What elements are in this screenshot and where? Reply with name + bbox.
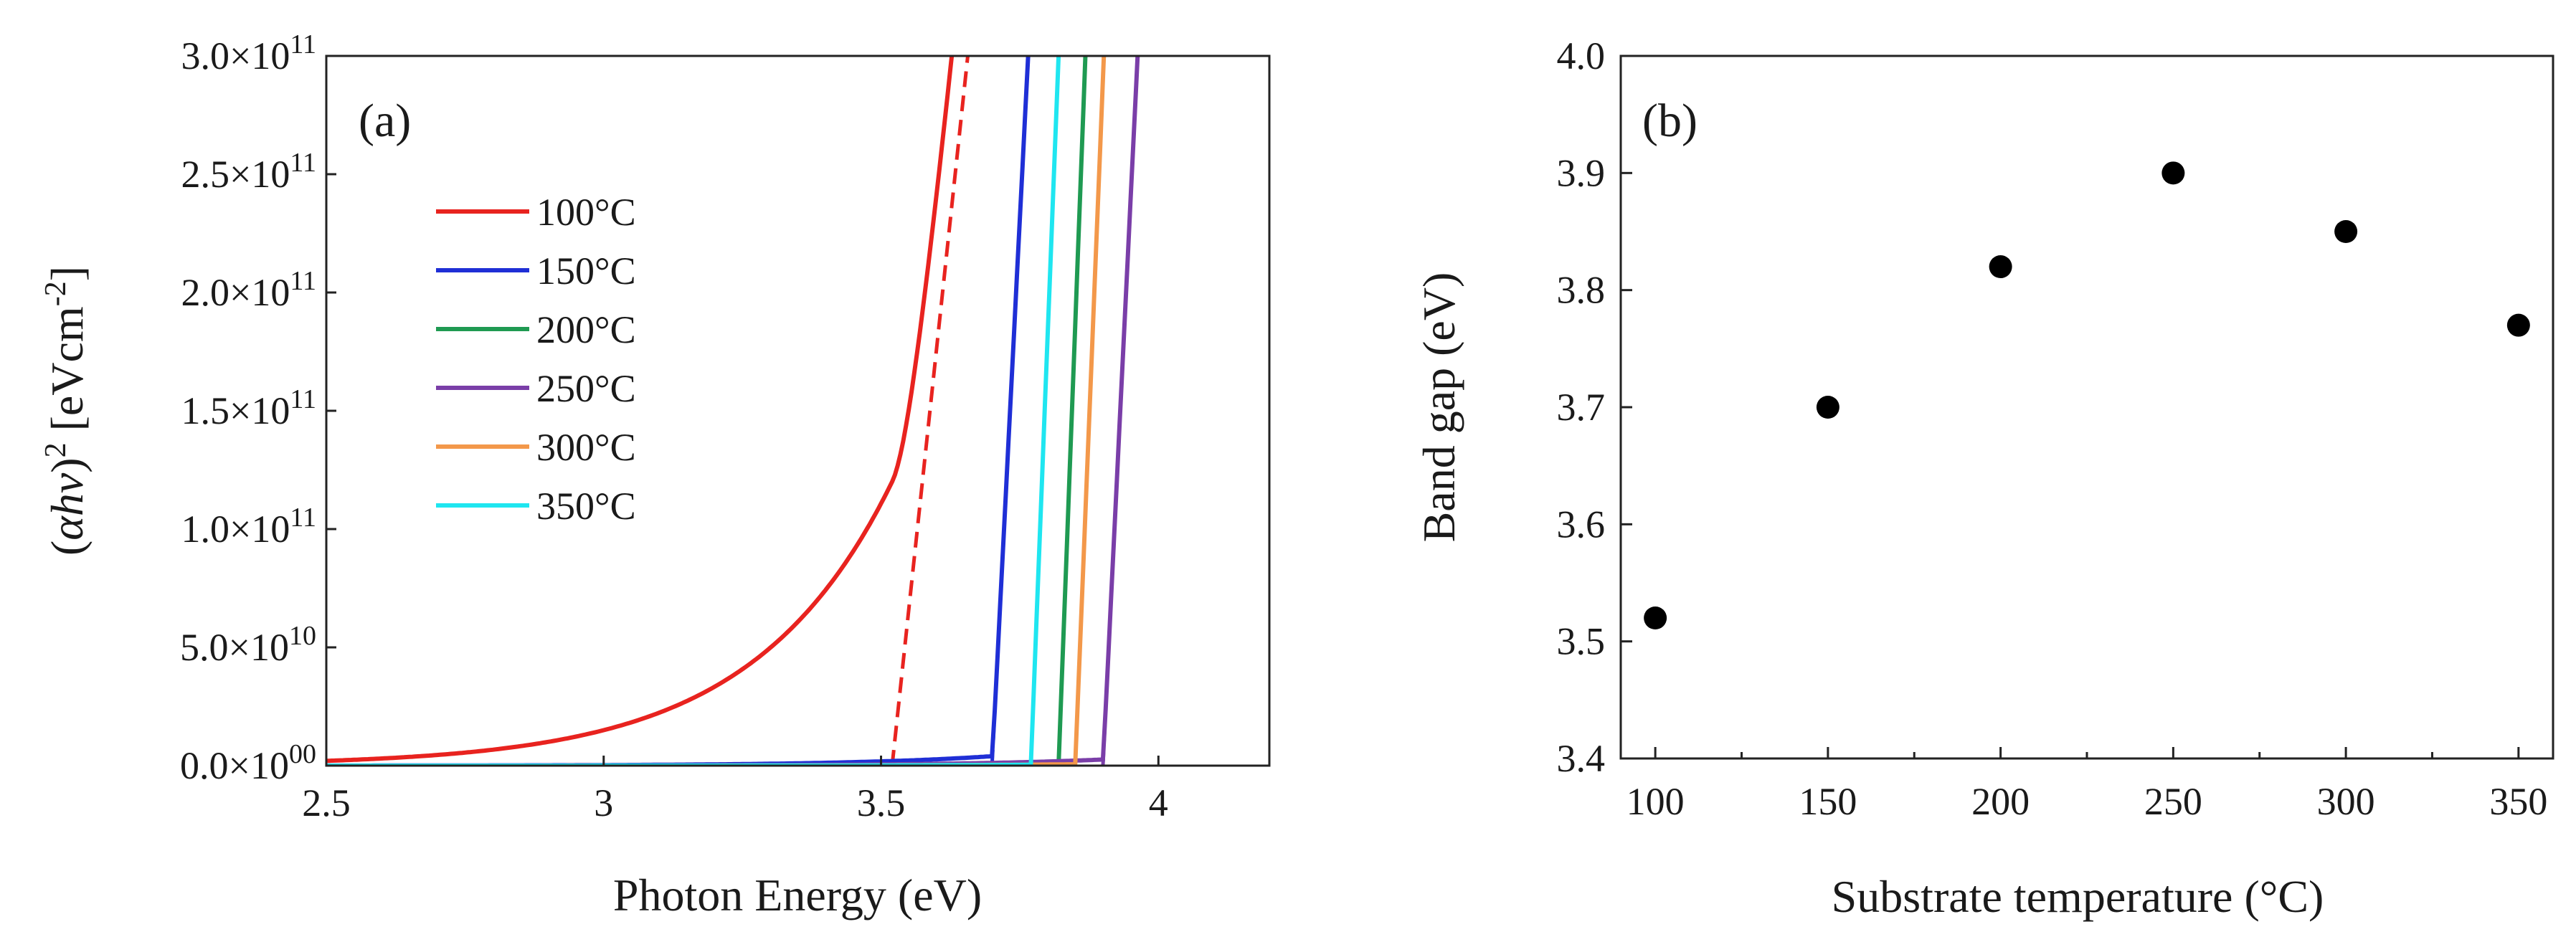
curve-100c xyxy=(326,56,955,763)
panel-b-x-axis-label: Substrate temperature (°C) xyxy=(1832,871,2324,922)
panel-a-x-axis-label: Photon Energy (eV) xyxy=(613,870,982,920)
legend-label: 300°C xyxy=(536,426,636,469)
panel-b-y-tick-label: 3.7 xyxy=(1557,386,1606,429)
panel-a-x-tick-label: 3 xyxy=(594,781,613,824)
curve-350c xyxy=(326,56,1061,766)
panel-b-x-tick-label: 200 xyxy=(1971,780,2030,823)
y-label-square-exponent: 2 xyxy=(39,442,72,457)
panel-b-y-tick-label: 3.8 xyxy=(1557,269,1606,312)
panel-b-label: (b) xyxy=(1642,95,1697,147)
tangent-150c xyxy=(990,56,1031,766)
panel-b-y-tick-label: 4.0 xyxy=(1557,34,1606,77)
curve-300c xyxy=(326,56,1107,766)
panel-a-x-tick-label: 3.5 xyxy=(857,781,906,824)
y-label-close-paren: ) xyxy=(42,457,93,472)
panel-a-y-tick-label: 2.0×1011 xyxy=(181,266,316,314)
panel-a-curves xyxy=(326,56,1140,766)
panel-a-label: (a) xyxy=(359,95,411,147)
panel-b-frame xyxy=(1619,54,2554,760)
panel-a-y-tick-label: 2.5×1011 xyxy=(181,148,316,196)
legend-label: 200°C xyxy=(536,308,636,351)
panel-b-y-tick-label: 3.5 xyxy=(1557,620,1606,663)
tangent-200c xyxy=(1056,56,1087,766)
panel-b-x-tick-label: 300 xyxy=(2317,780,2375,823)
panel-a-y-tick-label: 5.0×1010 xyxy=(180,621,316,669)
legend-label: 150°C xyxy=(536,249,636,292)
panel-b-y-tick-label: 3.6 xyxy=(1557,503,1606,546)
panel-b-x-tick-label: 100 xyxy=(1626,780,1685,823)
band-gap-point xyxy=(2334,220,2358,243)
band-gap-point xyxy=(1644,606,1667,629)
panel-a-axes: 2.5 3 3.5 4 0.0×1000 5.0×1010 1.0×1011 1.5×1011… xyxy=(180,29,1168,824)
legend-label: 250°C xyxy=(536,367,636,410)
panel-a-y-tick-label: 0.0×1000 xyxy=(180,739,316,787)
panel-b-x-tick-label: 250 xyxy=(2144,780,2202,823)
panel-a-x-tick-label: 2.5 xyxy=(302,781,351,824)
panel-b-y-axis-label: Band gap (eV) xyxy=(1414,272,1464,543)
tangent-350c xyxy=(1028,56,1061,766)
panel-b-band-gap-plot: 100 150 200 250 300 3503.43.53.63.73.83.94.0 … xyxy=(1414,34,2554,922)
panel-a-y-axis-label: (αhν)2 [eVcm-2] xyxy=(39,266,93,556)
y-label-alpha-h-nu: αhν xyxy=(42,472,93,541)
panel-b-points xyxy=(1644,161,2530,629)
legend-label: 350°C xyxy=(536,485,636,528)
panel-b-x-tick-label: 350 xyxy=(2489,780,2547,823)
tangent-250c xyxy=(1101,56,1140,766)
y-label-open-paren: ( xyxy=(42,541,93,556)
band-gap-point xyxy=(2161,161,2185,185)
panel-b-y-tick-label: 3.9 xyxy=(1557,151,1606,194)
legend-label: 100°C xyxy=(536,191,636,234)
panel-a-y-tick-label: 1.5×1011 xyxy=(181,384,316,432)
panel-b-axes: 100 150 200 250 300 350 3.4 3.5 3.6 3.7 3.8 3.9 4.0 xyxy=(1557,34,2548,823)
panel-a-frame xyxy=(325,54,1271,767)
band-gap-point xyxy=(2506,313,2530,337)
y-label-units: [eVcm xyxy=(42,306,93,442)
panel-a-x-tick-label: 4 xyxy=(1149,781,1168,824)
band-gap-point xyxy=(1989,255,2012,278)
y-label-close-bracket: ] xyxy=(42,266,93,281)
panel-a-y-tick-label: 3.0×1011 xyxy=(181,29,316,77)
curve-250c xyxy=(326,56,1140,766)
panel-b-y-tick-label: 3.4 xyxy=(1557,737,1606,780)
panel-b-x-tick-label: 150 xyxy=(1799,780,1857,823)
panel-a-absorption-plot: 2.5 3 3.5 4 0.0×1000 5.0×1010 1.0×1011 1.5×1011… xyxy=(39,29,1271,920)
panel-a-y-tick-label: 1.0×1011 xyxy=(181,503,316,551)
curve-150c xyxy=(326,56,1031,766)
curve-200c xyxy=(326,56,1088,766)
tangent-100c xyxy=(890,56,970,766)
panel-a-legend: 100°C 150°C 200°C 250°C 300°C 350°C xyxy=(436,191,636,528)
y-label-units-exponent: -2 xyxy=(39,281,72,306)
band-gap-point xyxy=(1816,396,1839,419)
